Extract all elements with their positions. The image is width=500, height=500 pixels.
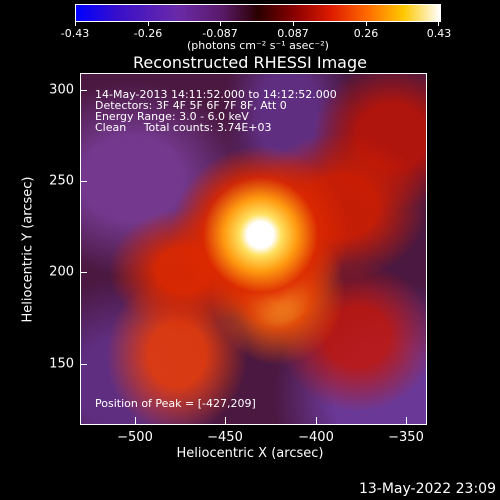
y-tick-label: 150 [49,356,74,372]
footer-timestamp: 13-May-2022 23:09 [358,481,496,497]
colorbar-tick-label: -0.087 [202,27,238,40]
plot-frame [80,73,427,425]
solar-image [80,73,427,425]
reconstruction-method: Clean Total counts: 3.74E+03 [95,121,272,134]
energy-range: Energy Range: 3.0 - 6.0 keV [95,110,249,123]
colorbar-tick-label: 0.26 [353,27,379,40]
plot-title: Reconstructed RHESSI Image [133,53,367,72]
y-tick-label: 300 [49,82,74,98]
x-tick-label: −350 [388,430,424,445]
peak-position: Position of Peak = [-427,209] [95,397,256,410]
colorbar [75,4,441,22]
colorbar-tick-label: 0.087 [277,27,309,40]
detectors-info: Detectors: 3F 4F 5F 6F 7F 8F, Att 0 [95,99,287,112]
colorbar-tick-label: -0.26 [133,27,163,40]
colorbar-tick-label: -0.43 [60,27,90,40]
y-tick-label: 250 [49,173,74,189]
x-axis-label: Heliocentric X (arcsec) [176,446,324,461]
y-tick-label: 200 [49,264,74,280]
y-axis-ticks [80,73,88,425]
colorbar-tick-label: 0.43 [426,27,452,40]
x-tick-label: −400 [298,430,334,445]
x-tick-label: −450 [207,430,243,445]
x-axis-ticks [80,417,427,425]
observation-time: 14-May-2013 14:11:52.000 to 14:12:52.000 [95,88,337,101]
colorbar-ticks [75,21,439,27]
y-axis-label: Heliocentric Y (arcsec) [20,176,36,323]
x-tick-label: −500 [117,430,153,445]
colorbar-units: (photons cm⁻² s⁻¹ asec⁻²) [187,39,329,52]
